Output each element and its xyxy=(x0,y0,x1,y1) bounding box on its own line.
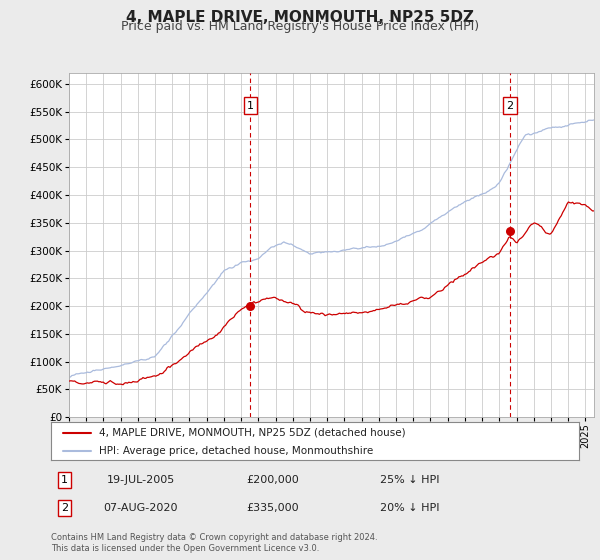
Text: 20% ↓ HPI: 20% ↓ HPI xyxy=(380,503,440,513)
Text: This data is licensed under the Open Government Licence v3.0.: This data is licensed under the Open Gov… xyxy=(51,544,319,553)
Text: 25% ↓ HPI: 25% ↓ HPI xyxy=(380,475,440,484)
Text: 2: 2 xyxy=(506,100,513,110)
Text: 4, MAPLE DRIVE, MONMOUTH, NP25 5DZ: 4, MAPLE DRIVE, MONMOUTH, NP25 5DZ xyxy=(126,10,474,25)
Text: £200,000: £200,000 xyxy=(247,475,299,484)
Text: Contains HM Land Registry data © Crown copyright and database right 2024.: Contains HM Land Registry data © Crown c… xyxy=(51,533,377,542)
Text: Price paid vs. HM Land Registry's House Price Index (HPI): Price paid vs. HM Land Registry's House … xyxy=(121,20,479,33)
Text: HPI: Average price, detached house, Monmouthshire: HPI: Average price, detached house, Monm… xyxy=(98,446,373,456)
Text: 1: 1 xyxy=(61,475,68,484)
Text: 1: 1 xyxy=(247,100,254,110)
Text: 07-AUG-2020: 07-AUG-2020 xyxy=(104,503,178,513)
Text: 2: 2 xyxy=(61,503,68,513)
Text: 4, MAPLE DRIVE, MONMOUTH, NP25 5DZ (detached house): 4, MAPLE DRIVE, MONMOUTH, NP25 5DZ (deta… xyxy=(98,428,405,438)
Text: £335,000: £335,000 xyxy=(247,503,299,513)
Point xyxy=(245,302,255,311)
Point xyxy=(505,227,514,236)
Text: 19-JUL-2005: 19-JUL-2005 xyxy=(107,475,175,484)
